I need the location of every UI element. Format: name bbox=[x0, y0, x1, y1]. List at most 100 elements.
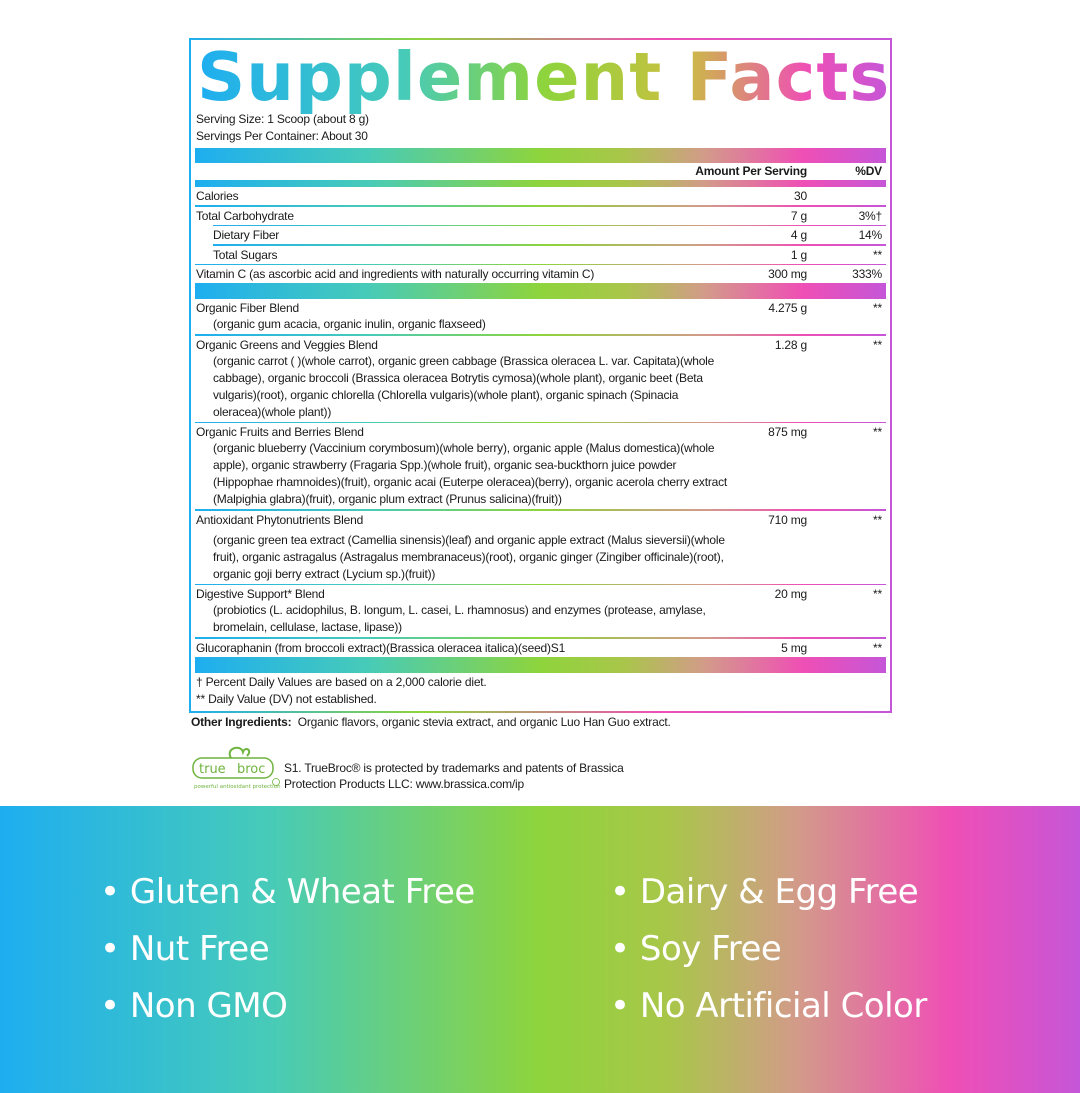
row-main: Calories bbox=[196, 188, 737, 204]
footnote-not-established: ** Daily Value (DV) not established. bbox=[196, 691, 377, 706]
servings-per-container: Servings Per Container: About 30 bbox=[196, 129, 368, 143]
claim-gluten-wheat-free: • Gluten & Wheat Free bbox=[100, 871, 475, 912]
table-row: Dietary Fiber 4 g 14% bbox=[195, 227, 886, 244]
table-row: Organic Fiber Blend (organic gum acacia, … bbox=[195, 300, 886, 334]
truebroc-logo: true broc powerful antioxidant protectio… bbox=[191, 744, 281, 792]
row-divider bbox=[213, 244, 886, 246]
row-amount: 4.275 g bbox=[768, 301, 807, 315]
row-divider bbox=[195, 263, 886, 265]
row-dv: 333% bbox=[852, 267, 882, 281]
truebroc-leaf-icon: true broc powerful antioxidant protectio… bbox=[192, 746, 281, 790]
table-row: Glucoraphanin (from broccoli extract)(Br… bbox=[195, 640, 886, 657]
table-row: Antioxidant Phytonutrients Blend (organic… bbox=[195, 512, 886, 584]
label-title: Supplement Facts bbox=[197, 38, 891, 116]
row-amount: 7 g bbox=[790, 208, 807, 223]
other-ingredients-label: Other Ingredients: bbox=[191, 714, 292, 729]
table-row: Total Carbohydrate 7 g 3%† bbox=[195, 208, 886, 225]
row-amount: 710 mg bbox=[768, 512, 807, 527]
row-main: Dietary Fiber bbox=[196, 227, 737, 243]
row-divider bbox=[195, 637, 886, 639]
row-main: Vitamin C (as ascorbic acid and ingredie… bbox=[196, 266, 737, 282]
row-amount: 30 bbox=[794, 189, 807, 203]
row-dv: ** bbox=[873, 640, 882, 655]
row-divider bbox=[213, 224, 886, 226]
truebroc-note: true broc powerful antioxidant protectio… bbox=[191, 744, 1080, 792]
blend-rows: Organic Fiber Blend (organic gum acacia, … bbox=[195, 300, 886, 657]
supplement-facts-label: Supplement Facts Serving Size: 1 Scoop (… bbox=[189, 38, 892, 713]
row-divider bbox=[195, 583, 886, 585]
label-section: Supplement Facts Serving Size: 1 Scoop (… bbox=[189, 38, 1080, 792]
footnote-dv: † Percent Daily Values are based on a 2,… bbox=[196, 674, 487, 689]
row-amount: 300 mg bbox=[768, 267, 807, 281]
row-name: Organic Greens and Veggies Blend bbox=[196, 337, 378, 352]
row-name: Calories bbox=[196, 189, 239, 203]
svg-text:broc: broc bbox=[237, 762, 265, 777]
blend-ingredients: (organic blueberry (Vaccinium corymbosum… bbox=[213, 441, 728, 506]
table-row: Vitamin C (as ascorbic acid and ingredie… bbox=[195, 266, 886, 283]
claim-non-gmo: • Non GMO bbox=[100, 985, 288, 1026]
row-name: Digestive Support* Blend bbox=[196, 587, 325, 601]
row-dv: ** bbox=[873, 301, 882, 315]
row-amount: 5 mg bbox=[781, 640, 807, 655]
table-row: Organic Greens and Veggies Blend (organic… bbox=[195, 337, 886, 422]
row-main: Total Carbohydrate bbox=[196, 208, 737, 224]
blend-ingredients: (probiotics (L. acidophilus, B. longum, … bbox=[213, 603, 706, 634]
table-row: Digestive Support* Blend (probiotics (L. … bbox=[195, 586, 886, 637]
row-main: Digestive Support* Blend (probiotics (L. … bbox=[196, 586, 737, 636]
row-amount: 1 g bbox=[790, 247, 807, 262]
row-amount: 20 mg bbox=[774, 587, 808, 601]
row-main: Organic Fruits and Berries Blend (organic… bbox=[196, 424, 737, 508]
row-dv: ** bbox=[873, 425, 882, 439]
row-dv: 14% bbox=[858, 228, 883, 242]
claim-nut-free: • Nut Free bbox=[100, 928, 270, 969]
row-name: Vitamin C (as ascorbic acid and ingredie… bbox=[196, 267, 595, 281]
other-ingredients-text: Organic flavors, organic stevia extract,… bbox=[297, 714, 671, 729]
row-name: Total Sugars bbox=[213, 247, 278, 262]
row-main: Total Sugars bbox=[196, 247, 737, 263]
claims-banner: • Gluten & Wheat Free • Nut Free • Non G… bbox=[0, 805, 1080, 1093]
row-name: Dietary Fiber bbox=[213, 228, 280, 242]
nutrient-rows: Calories 30 Total Carbohydrate 7 g 3%† Dietar… bbox=[195, 188, 886, 283]
claim-no-artificial-color: • No Artificial Color bbox=[610, 985, 927, 1026]
row-dv: ** bbox=[873, 512, 882, 527]
blend-ingredients: (organic gum acacia, organic inulin, org… bbox=[213, 317, 486, 331]
row-dv: ** bbox=[873, 247, 882, 262]
row-name: Total Carbohydrate bbox=[196, 208, 294, 223]
row-dv: ** bbox=[873, 337, 882, 352]
blend-ingredients: (organic carrot ( )(whole carrot), organ… bbox=[213, 353, 715, 419]
row-name: Antioxidant Phytonutrients Blend bbox=[196, 512, 364, 527]
truebroc-note-line2: Protection Products LLC: www.brassica.co… bbox=[284, 776, 524, 791]
divider-bar bbox=[195, 656, 886, 673]
row-amount: 1.28 g bbox=[774, 337, 807, 352]
row-dv: 3%† bbox=[858, 208, 883, 223]
divider-bar bbox=[195, 283, 886, 299]
table-row: Total Sugars 1 g ** bbox=[195, 247, 886, 264]
row-name: Organic Fruits and Berries Blend bbox=[196, 425, 364, 439]
row-name: Glucoraphanin (from broccoli extract)(Br… bbox=[196, 640, 566, 655]
truebroc-note-text: S1. TrueBroc® is protected by trademarks… bbox=[284, 760, 624, 792]
serving-size: Serving Size: 1 Scoop (about 8 g) bbox=[196, 112, 369, 126]
divider-bar bbox=[195, 148, 886, 163]
row-main: Organic Greens and Veggies Blend (organic… bbox=[196, 337, 737, 421]
other-ingredients: Other Ingredients: Organic flavors, orga… bbox=[191, 714, 1080, 730]
row-main: Antioxidant Phytonutrients Blend (organic… bbox=[196, 512, 737, 583]
svg-text:powerful antioxidant protectio: powerful antioxidant protection bbox=[194, 784, 281, 790]
dv-header: %DV bbox=[855, 164, 882, 178]
row-name: Organic Fiber Blend bbox=[196, 301, 299, 315]
column-header-row: Amount Per Serving %DV bbox=[195, 163, 886, 180]
divider-bar bbox=[195, 180, 886, 187]
row-main: Glucoraphanin (from broccoli extract)(Br… bbox=[196, 640, 737, 656]
claim-soy-free: • Soy Free bbox=[610, 928, 782, 969]
truebroc-note-line1: S1. TrueBroc® is protected by trademarks… bbox=[284, 760, 624, 775]
row-main: Organic Fiber Blend (organic gum acacia, … bbox=[196, 300, 737, 333]
row-divider bbox=[195, 509, 886, 511]
blend-ingredients: (organic green tea extract (Camellia sin… bbox=[213, 532, 725, 581]
claim-dairy-egg-free: • Dairy & Egg Free bbox=[610, 871, 919, 912]
row-amount: 4 g bbox=[790, 228, 807, 242]
table-row: Calories 30 bbox=[195, 188, 886, 205]
amount-header: Amount Per Serving bbox=[695, 164, 807, 178]
row-dv: ** bbox=[873, 587, 882, 601]
row-divider bbox=[195, 421, 886, 423]
row-amount: 875 mg bbox=[768, 425, 807, 439]
row-divider bbox=[195, 334, 886, 336]
